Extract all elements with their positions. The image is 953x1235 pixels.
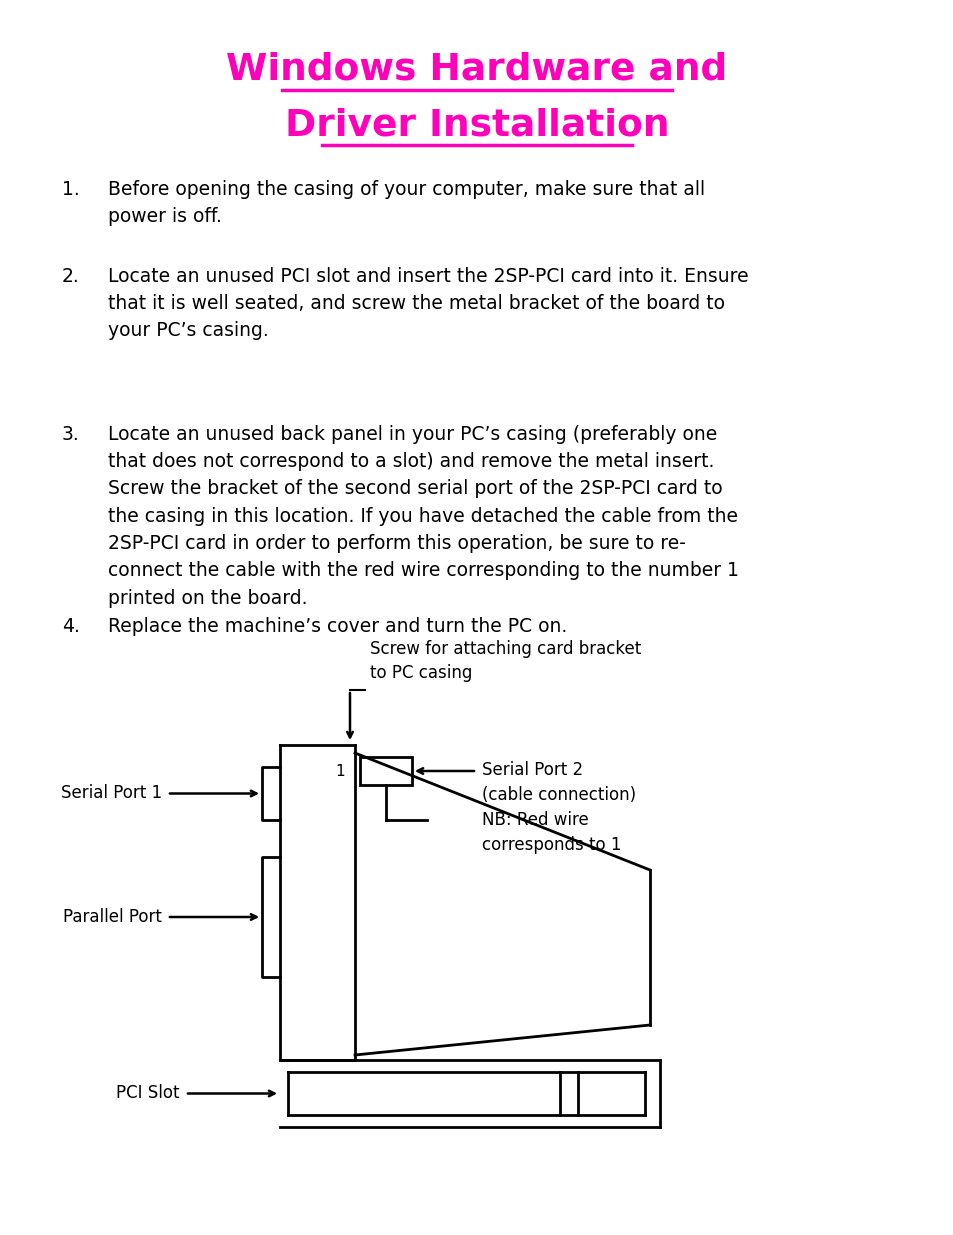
Text: PCI Slot: PCI Slot — [116, 1084, 180, 1103]
Text: 1: 1 — [335, 763, 345, 778]
Text: Serial Port 2
(cable connection)
NB: Red wire
corresponds to 1: Serial Port 2 (cable connection) NB: Red… — [481, 761, 636, 853]
Text: 1.: 1. — [62, 180, 80, 199]
Text: 4.: 4. — [62, 618, 80, 636]
Text: Parallel Port: Parallel Port — [63, 908, 162, 926]
Text: Before opening the casing of your computer, make sure that all
power is off.: Before opening the casing of your comput… — [108, 180, 704, 226]
Text: 3.: 3. — [62, 425, 80, 445]
Text: Replace the machine’s cover and turn the PC on.: Replace the machine’s cover and turn the… — [108, 618, 567, 636]
Text: Screw for attaching card bracket
to PC casing: Screw for attaching card bracket to PC c… — [370, 641, 640, 682]
Text: Windows Hardware and: Windows Hardware and — [226, 52, 727, 88]
Text: Locate an unused PCI slot and insert the 2SP-PCI card into it. Ensure
that it is: Locate an unused PCI slot and insert the… — [108, 267, 748, 341]
Text: Locate an unused back panel in your PC’s casing (preferably one
that does not co: Locate an unused back panel in your PC’s… — [108, 425, 739, 608]
Text: Serial Port 1: Serial Port 1 — [61, 784, 162, 803]
Text: 2.: 2. — [62, 267, 80, 287]
Text: Driver Installation: Driver Installation — [284, 107, 669, 143]
Bar — [359, 757, 412, 785]
